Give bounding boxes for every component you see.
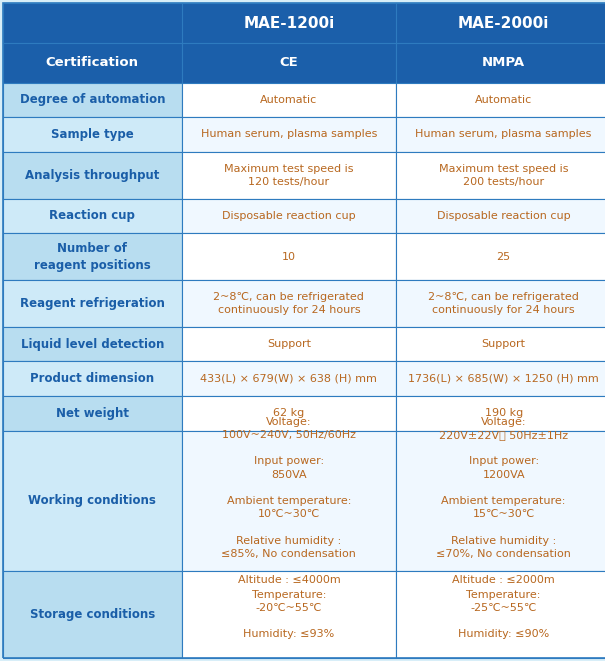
Text: Voltage:
100V~240V, 50Hz/60Hz

Input power:
850VA

Ambient temperature:
10℃~30℃
: Voltage: 100V~240V, 50Hz/60Hz Input powe… [221,416,356,585]
Bar [3,43,182,83]
Bar [396,43,605,83]
Bar [3,152,182,198]
Bar [182,83,396,117]
Bar [396,362,605,396]
Bar [3,233,182,280]
Bar [182,571,396,658]
Text: Degree of automation: Degree of automation [19,93,165,106]
Bar [3,396,182,431]
Bar [396,431,605,571]
Text: 25: 25 [497,252,511,262]
Bar [396,327,605,362]
Text: MAE-2000i: MAE-2000i [458,16,549,30]
Text: Certification: Certification [46,56,139,69]
Text: CE: CE [280,56,298,69]
Bar [3,327,182,362]
Bar [182,117,396,152]
Bar [396,198,605,233]
Text: 2~8℃, can be refrigerated
continuously for 24 hours: 2~8℃, can be refrigerated continuously f… [428,292,579,315]
Text: Automatic: Automatic [260,95,318,105]
Bar [182,396,396,431]
Text: 10: 10 [282,252,296,262]
Text: 62 kg: 62 kg [273,408,304,418]
Bar [182,327,396,362]
Text: 1736(L) × 685(W) × 1250 (H) mm: 1736(L) × 685(W) × 1250 (H) mm [408,373,599,384]
Bar [182,233,396,280]
Bar [396,280,605,327]
Text: Maximum test speed is
120 tests/hour: Maximum test speed is 120 tests/hour [224,163,354,187]
Text: Support: Support [482,339,526,349]
Text: Working conditions: Working conditions [28,494,156,508]
Text: Maximum test speed is
200 tests/hour: Maximum test speed is 200 tests/hour [439,163,569,187]
Bar [396,83,605,117]
Bar [396,152,605,198]
Bar [3,3,605,43]
Text: 190 kg: 190 kg [485,408,523,418]
Text: Analysis throughput: Analysis throughput [25,169,160,182]
Bar [182,152,396,198]
Text: Net weight: Net weight [56,407,129,420]
Bar [3,362,182,396]
Text: Voltage:
220V±22V， 50Hz±1Hz

Input power:
1200VA

Ambient temperature:
15℃~30℃

: Voltage: 220V±22V， 50Hz±1Hz Input power:… [436,416,571,585]
Bar [396,117,605,152]
Text: Storage conditions: Storage conditions [30,608,155,621]
Text: Temperature:
-25℃~55℃

Humidity: ≤90%: Temperature: -25℃~55℃ Humidity: ≤90% [458,590,549,639]
Text: Number of
reagent positions: Number of reagent positions [34,242,151,272]
Text: Liquid level detection: Liquid level detection [21,338,164,351]
Bar [396,571,605,658]
Bar [396,396,605,431]
Text: Disposable reaction cup: Disposable reaction cup [222,211,356,221]
Text: Automatic: Automatic [475,95,532,105]
Text: 433(L) × 679(W) × 638 (H) mm: 433(L) × 679(W) × 638 (H) mm [200,373,378,384]
Text: MAE-1200i: MAE-1200i [243,16,335,30]
Bar [3,280,182,327]
Bar [3,571,182,658]
Text: Human serum, plasma samples: Human serum, plasma samples [416,130,592,139]
Bar [182,43,396,83]
Text: Sample type: Sample type [51,128,134,141]
Bar [3,431,182,571]
Text: Reaction cup: Reaction cup [50,210,135,222]
Text: NMPA: NMPA [482,56,525,69]
Text: 2~8℃, can be refrigerated
continuously for 24 hours: 2~8℃, can be refrigerated continuously f… [214,292,364,315]
Bar [182,431,396,571]
Text: Product dimension: Product dimension [30,372,154,385]
Text: Disposable reaction cup: Disposable reaction cup [437,211,571,221]
Text: Support: Support [267,339,311,349]
Text: Reagent refrigeration: Reagent refrigeration [20,297,165,310]
Bar [3,83,182,117]
Bar [182,362,396,396]
Bar [396,233,605,280]
Bar [3,198,182,233]
Text: Temperature:
-20℃~55℃

Humidity: ≤93%: Temperature: -20℃~55℃ Humidity: ≤93% [243,590,335,639]
Bar [182,198,396,233]
Text: Human serum, plasma samples: Human serum, plasma samples [201,130,377,139]
Bar [182,280,396,327]
Bar [3,117,182,152]
